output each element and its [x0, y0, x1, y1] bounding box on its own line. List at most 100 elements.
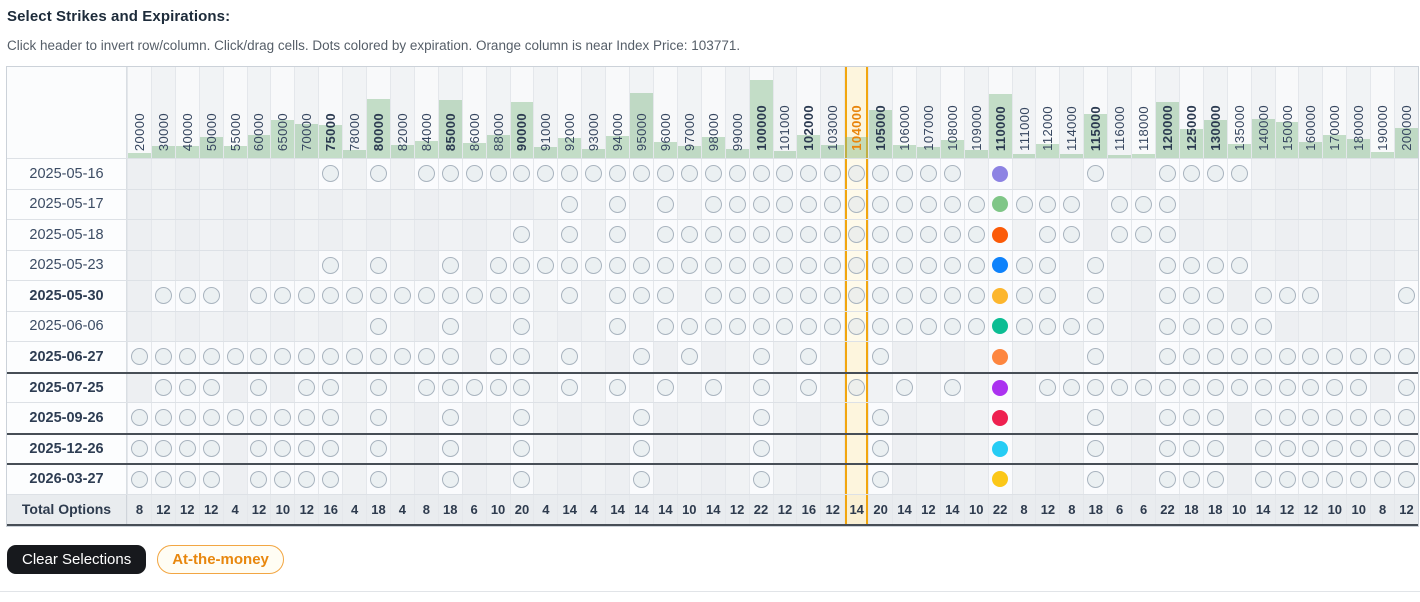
- cell-2025-07-25-200000[interactable]: [1394, 373, 1418, 402]
- cell-2025-12-26-160000[interactable]: [1298, 434, 1323, 463]
- cell-2025-05-16-108000[interactable]: [939, 159, 964, 189]
- expiration-row-label-2025-05-18[interactable]: 2025-05-18: [7, 220, 127, 250]
- cell-2025-05-30-75000[interactable]: [318, 281, 343, 311]
- cell-2025-05-30-50000[interactable]: [198, 281, 223, 311]
- cell-2025-05-17-103000[interactable]: [820, 189, 845, 219]
- strike-header-105000[interactable]: 105000: [868, 67, 893, 158]
- cell-2025-05-30-101000[interactable]: [772, 281, 797, 311]
- cell-2026-03-27-100000[interactable]: [748, 465, 773, 494]
- cell-2025-07-25-114000[interactable]: [1059, 373, 1084, 402]
- cell-2025-05-30-30000[interactable]: [150, 281, 175, 311]
- cell-2025-05-17-111000[interactable]: [1011, 189, 1036, 219]
- cell-2025-05-23-101000[interactable]: [772, 250, 797, 280]
- cell-2025-05-23-115000[interactable]: [1083, 250, 1108, 280]
- cell-2025-05-17-99000[interactable]: [724, 189, 749, 219]
- cell-2025-09-26-40000[interactable]: [174, 403, 199, 433]
- cell-2025-05-30-82000[interactable]: [389, 281, 414, 311]
- cell-2025-09-26-65000[interactable]: [270, 403, 295, 433]
- cell-2025-07-25-116000[interactable]: [1107, 373, 1132, 402]
- cell-2025-05-30-103000[interactable]: [820, 281, 845, 311]
- cell-2025-05-23-108000[interactable]: [939, 250, 964, 280]
- strike-header-20000[interactable]: 20000: [127, 67, 151, 158]
- strike-header-190000[interactable]: 190000: [1370, 67, 1395, 158]
- cell-2025-05-23-110000[interactable]: [987, 250, 1012, 280]
- cell-2025-05-16-104000[interactable]: [844, 159, 869, 189]
- strike-header-115000[interactable]: 115000: [1083, 67, 1108, 158]
- cell-2025-12-26-190000[interactable]: [1370, 434, 1395, 463]
- cell-2025-07-25-86000[interactable]: [461, 373, 486, 402]
- cell-2025-05-18-99000[interactable]: [724, 220, 749, 250]
- strike-header-104000[interactable]: 104000: [844, 67, 869, 158]
- expiration-row-label-2025-05-17[interactable]: 2025-05-17: [7, 189, 127, 219]
- cell-2025-05-18-94000[interactable]: [605, 220, 630, 250]
- expiration-row-label-2025-12-26[interactable]: 2025-12-26: [7, 434, 127, 463]
- cell-2025-05-16-101000[interactable]: [772, 159, 797, 189]
- expiration-row-label-2025-05-23[interactable]: 2025-05-23: [7, 250, 127, 280]
- cell-2025-05-18-110000[interactable]: [987, 220, 1012, 250]
- cell-2025-06-27-88000[interactable]: [485, 342, 510, 372]
- cell-2025-05-18-114000[interactable]: [1059, 220, 1084, 250]
- cell-2026-03-27-120000[interactable]: [1155, 465, 1179, 494]
- cell-2025-12-26-125000[interactable]: [1178, 434, 1203, 463]
- cell-2025-05-16-85000[interactable]: [437, 159, 462, 189]
- cell-2025-09-26-60000[interactable]: [246, 403, 271, 433]
- cell-2025-05-17-112000[interactable]: [1035, 189, 1060, 219]
- cell-2025-06-27-90000[interactable]: [509, 342, 534, 372]
- cell-2025-05-23-97000[interactable]: [676, 250, 701, 280]
- cell-2025-06-06-110000[interactable]: [987, 311, 1012, 341]
- cell-2025-05-30-80000[interactable]: [366, 281, 390, 311]
- clear-selections-button[interactable]: Clear Selections: [7, 544, 147, 574]
- cell-2025-06-06-98000[interactable]: [700, 311, 725, 341]
- cell-2026-03-27-30000[interactable]: [150, 465, 175, 494]
- cell-2025-05-30-102000[interactable]: [796, 281, 821, 311]
- cell-2025-05-16-93000[interactable]: [581, 159, 606, 189]
- cell-2025-05-16-91000[interactable]: [533, 159, 558, 189]
- cell-2025-05-18-118000[interactable]: [1131, 220, 1156, 250]
- cell-2025-07-25-115000[interactable]: [1083, 373, 1108, 402]
- cell-2025-06-27-55000[interactable]: [222, 342, 247, 372]
- cell-2026-03-27-20000[interactable]: [127, 465, 151, 494]
- cell-2026-03-27-85000[interactable]: [437, 465, 462, 494]
- cell-2025-05-23-96000[interactable]: [652, 250, 677, 280]
- cell-2025-06-27-160000[interactable]: [1298, 342, 1323, 372]
- cell-2025-05-23-95000[interactable]: [629, 250, 653, 280]
- cell-2025-05-16-106000[interactable]: [892, 159, 916, 189]
- expiration-row-label-2025-05-16[interactable]: 2025-05-16: [7, 159, 127, 189]
- cell-2025-06-06-100000[interactable]: [748, 311, 773, 341]
- cell-2025-07-25-112000[interactable]: [1035, 373, 1060, 402]
- cell-2025-12-26-20000[interactable]: [127, 434, 151, 463]
- cell-2025-06-27-20000[interactable]: [127, 342, 151, 372]
- cell-2025-05-23-91000[interactable]: [533, 250, 558, 280]
- expiration-row-label-2025-09-26[interactable]: 2025-09-26: [7, 403, 127, 433]
- strike-header-112000[interactable]: 112000: [1035, 67, 1060, 158]
- cell-2025-09-26-85000[interactable]: [437, 403, 462, 433]
- cell-2025-09-26-200000[interactable]: [1394, 403, 1418, 433]
- cell-2025-05-17-107000[interactable]: [915, 189, 940, 219]
- strike-header-170000[interactable]: 170000: [1322, 67, 1347, 158]
- cell-2025-05-30-95000[interactable]: [629, 281, 653, 311]
- cell-2025-06-27-70000[interactable]: [294, 342, 319, 372]
- cell-2025-09-26-125000[interactable]: [1178, 403, 1203, 433]
- cell-2025-05-30-111000[interactable]: [1011, 281, 1036, 311]
- strike-header-30000[interactable]: 30000: [150, 67, 175, 158]
- cell-2025-09-26-30000[interactable]: [150, 403, 175, 433]
- cell-2025-07-25-30000[interactable]: [150, 373, 175, 402]
- cell-2025-09-26-110000[interactable]: [987, 403, 1012, 433]
- cell-2025-07-25-94000[interactable]: [605, 373, 630, 402]
- strike-header-75000[interactable]: 75000: [318, 67, 343, 158]
- cell-2025-12-26-105000[interactable]: [868, 434, 893, 463]
- strike-header-135000[interactable]: 135000: [1226, 67, 1251, 158]
- cell-2026-03-27-150000[interactable]: [1274, 465, 1299, 494]
- cell-2025-05-18-116000[interactable]: [1107, 220, 1132, 250]
- cell-2025-12-26-140000[interactable]: [1250, 434, 1275, 463]
- cell-2025-05-23-109000[interactable]: [963, 250, 988, 280]
- strike-header-82000[interactable]: 82000: [389, 67, 414, 158]
- strike-header-93000[interactable]: 93000: [581, 67, 606, 158]
- cell-2025-05-18-102000[interactable]: [796, 220, 821, 250]
- expiration-row-label-2025-06-27[interactable]: 2025-06-27: [7, 342, 127, 372]
- cell-2025-05-18-107000[interactable]: [915, 220, 940, 250]
- cell-2025-12-26-30000[interactable]: [150, 434, 175, 463]
- cell-2025-07-25-135000[interactable]: [1226, 373, 1251, 402]
- cell-2025-05-30-200000[interactable]: [1394, 281, 1418, 311]
- cell-2025-05-30-125000[interactable]: [1178, 281, 1203, 311]
